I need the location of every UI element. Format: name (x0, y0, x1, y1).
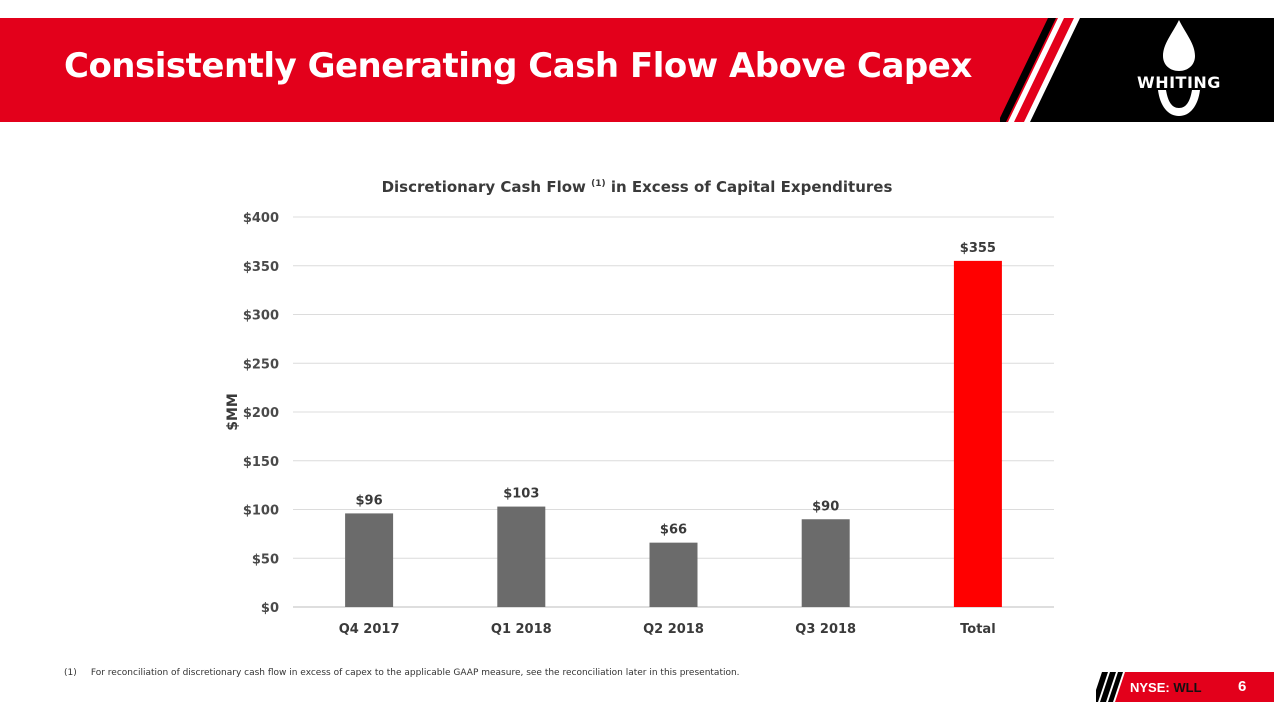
x-axis-ticks: Q4 2017 Q1 2018 Q2 2018 Q3 2018 Total (339, 622, 996, 637)
x-tick-label: Q4 2017 (339, 622, 400, 637)
cup-icon (1158, 90, 1200, 116)
value-label: $103 (503, 487, 539, 502)
footer-stripe (1096, 672, 1108, 702)
bar (953, 260, 1002, 607)
chart-bars (345, 260, 1002, 607)
y-tick-label: $350 (243, 260, 279, 275)
whiting-logo (1000, 18, 1274, 122)
x-tick-label: Q1 2018 (491, 622, 552, 637)
footer-stripe (1108, 672, 1123, 702)
value-labels: $96 $103 $66 $90 $355 (356, 241, 996, 538)
chart-title-superscript: (1) (591, 179, 606, 189)
y-tick-label: $300 (243, 309, 279, 324)
header-bar (0, 18, 1090, 122)
logo-stripe (1008, 18, 1064, 122)
footer-background (1115, 672, 1274, 702)
footnote: (1) For reconciliation of discretionary … (64, 668, 740, 678)
value-label: $355 (960, 241, 996, 256)
bar (801, 519, 850, 607)
y-tick-label: $250 (243, 357, 279, 372)
y-tick-label: $150 (243, 455, 279, 470)
logo-stripe (1000, 18, 1056, 122)
exchange-label: NYSE: (1130, 680, 1170, 695)
logo-text: WHITING (1137, 73, 1221, 92)
x-tick-label: Total (960, 622, 996, 637)
value-label: $96 (356, 493, 383, 508)
y-tick-label: $0 (261, 601, 279, 616)
y-tick-label: $400 (243, 211, 279, 226)
page-title: Consistently Generating Cash Flow Above … (64, 46, 972, 86)
y-tick-label: $50 (252, 552, 279, 567)
bar (497, 506, 546, 607)
logo-stripe (1016, 18, 1072, 122)
x-tick-label: Q2 2018 (643, 622, 704, 637)
logo-stripe (1024, 18, 1080, 122)
y-tick-label: $200 (243, 406, 279, 421)
chart-title-suffix: in Excess of Capital Expenditures (610, 178, 893, 196)
x-tick-label: Q3 2018 (795, 622, 856, 637)
drop-icon (1163, 20, 1195, 71)
footnote-marker: (1) (64, 668, 77, 678)
page-number: 6 (1238, 678, 1247, 695)
value-label: $90 (812, 499, 839, 514)
footnote-text: For reconciliation of discretionary cash… (90, 668, 740, 678)
bar (345, 513, 394, 607)
footer-tag (1096, 672, 1274, 702)
bar (649, 542, 698, 607)
logo-background (1028, 18, 1274, 122)
chart-title-main: Discretionary Cash Flow (381, 178, 586, 196)
ticker-symbol: WLL (1173, 680, 1202, 695)
y-tick-label: $100 (243, 504, 279, 519)
y-axis-label: $MM (225, 393, 241, 431)
value-label: $66 (660, 523, 687, 538)
footer-stripe (1100, 672, 1116, 702)
chart-title: Discretionary Cash Flow (1) in Excess of… (0, 178, 1274, 196)
footer-ticker: NYSE: WLL (1130, 680, 1202, 695)
y-axis-ticks: $0 $50 $100 $150 $200 $250 $300 $350 $400 (243, 211, 279, 616)
